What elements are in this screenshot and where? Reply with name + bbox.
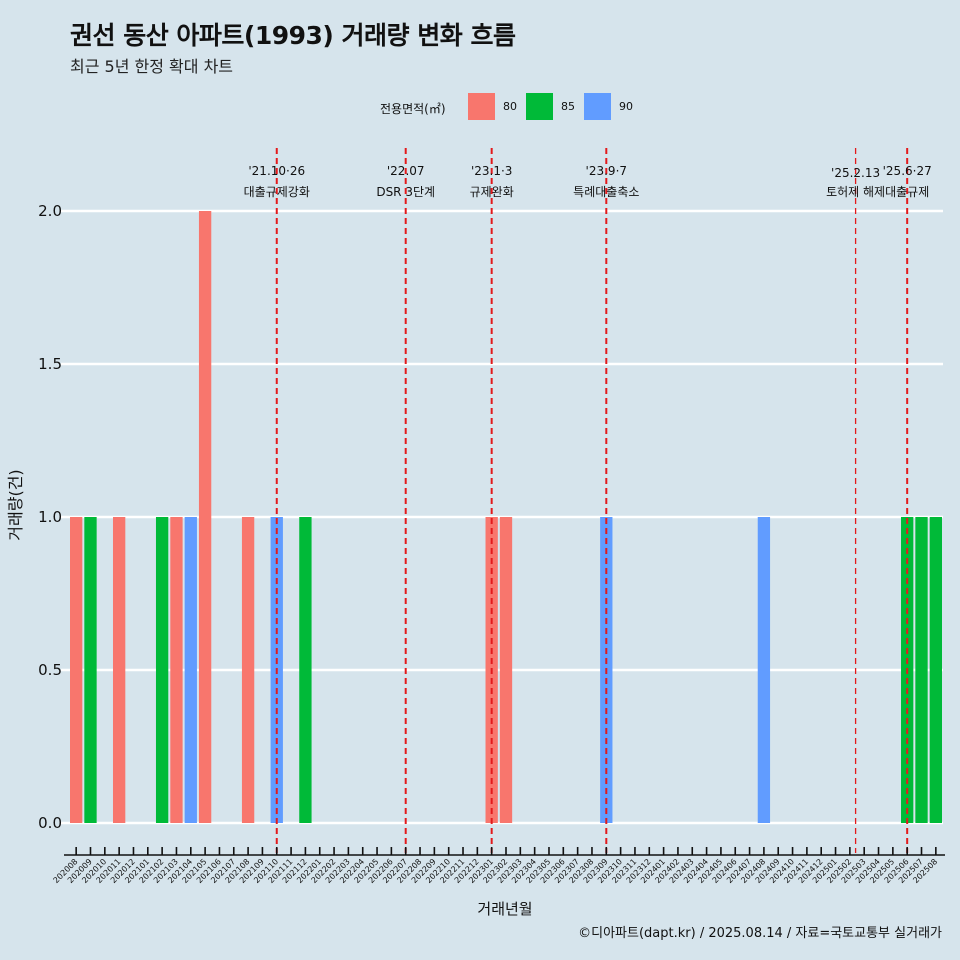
- event-2: '23.1·3 규제완화: [470, 148, 514, 853]
- bar-80-202108: [241, 517, 255, 823]
- y-tick-label: 1.5: [38, 355, 62, 373]
- y-tick-label: 2.0: [38, 202, 62, 220]
- legend-title: 전용면적(㎡): [380, 102, 446, 116]
- event-date: '22.07: [387, 164, 425, 178]
- event-label: DSR 3단계: [376, 185, 435, 199]
- legend-key-90: [584, 93, 611, 120]
- event-1: '22.07 DSR 3단계: [376, 148, 435, 853]
- y-axis-label: 거래량(건): [6, 469, 25, 541]
- event-label: 대출규제강화: [244, 185, 310, 199]
- event-date: '25.6·27: [883, 164, 932, 178]
- event-date: '23.1·3: [471, 164, 512, 178]
- event-3: '23.9·7 특례대출축소: [573, 148, 639, 853]
- legend-key-80: [468, 93, 495, 120]
- event-4: '25.2.13 토허제 해제: [826, 148, 885, 853]
- bar-85-202102: [155, 517, 169, 823]
- event-label: 규제완화: [470, 185, 514, 199]
- legend: 전용면적(㎡) 80 85 90: [0, 92, 960, 122]
- legend-key-85: [526, 93, 553, 120]
- y-tick-label: 0.0: [38, 814, 62, 832]
- y-axis-ticks: 0.0 0.5 1.0 1.5 2.0: [38, 202, 62, 832]
- event-0: '21.10·26 대출규제강화: [244, 148, 310, 853]
- legend-label-90: 90: [619, 100, 633, 113]
- bar-80-202011: [112, 517, 126, 823]
- event-date: '23.9·7: [586, 164, 627, 178]
- event-5: '25.6·27 대출규제: [883, 148, 932, 853]
- bar-90-202408: [757, 517, 771, 823]
- bar-85-202507: [915, 517, 928, 823]
- chart-subtitle: 최근 5년 한정 확대 차트: [70, 57, 234, 76]
- bar-85-202508: [929, 517, 942, 823]
- bar-80-202105: [198, 211, 212, 823]
- y-tick-label: 1.0: [38, 508, 62, 526]
- legend-label-85: 85: [561, 100, 575, 113]
- bar-80-202008: [70, 517, 83, 823]
- bar-85-202009: [84, 517, 97, 823]
- bar-80-202302: [499, 517, 513, 823]
- x-axis: 2020082020092020102020112020122021012021…: [52, 847, 945, 885]
- x-axis-label: 거래년월: [477, 900, 533, 918]
- chart-title: 권선 동산 아파트(1993) 거래량 변화 흐름: [70, 21, 516, 50]
- event-label: 토허제 해제: [826, 185, 885, 199]
- event-label: 특례대출축소: [573, 185, 639, 199]
- source-caption: ©디아파트(dapt.kr) / 2025.08.14 / 자료=국토교통부 실…: [578, 926, 942, 941]
- event-date: '21.10·26: [248, 164, 305, 178]
- legend-label-80: 80: [503, 100, 517, 113]
- bar-85-202112: [299, 517, 312, 823]
- event-label: 대출규제: [885, 185, 929, 199]
- bar-80-202103: [170, 517, 183, 823]
- bar-90-202104: [184, 517, 197, 823]
- event-date: '25.2.13: [831, 166, 880, 180]
- y-tick-label: 0.5: [38, 661, 62, 679]
